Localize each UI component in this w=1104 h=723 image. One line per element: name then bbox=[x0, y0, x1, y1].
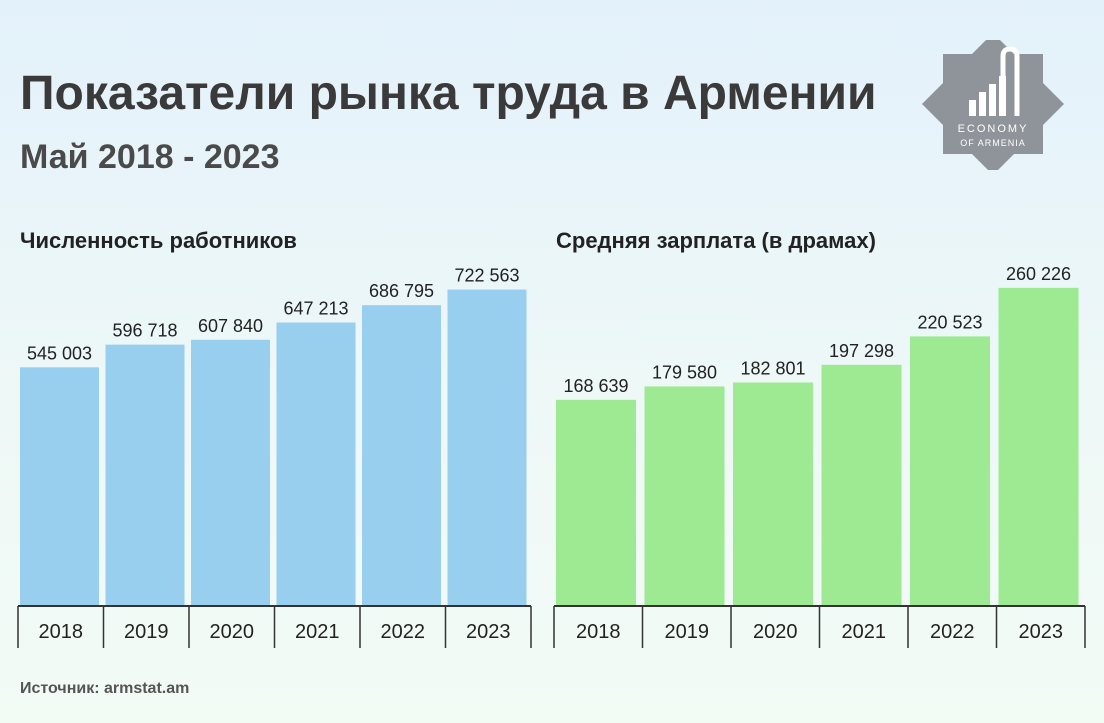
x-tick-label: 2021 bbox=[842, 621, 887, 643]
x-tick-label: 2019 bbox=[124, 621, 169, 643]
data-label: 596 718 bbox=[112, 321, 177, 341]
x-tick-label: 2021 bbox=[295, 621, 340, 643]
page-subtitle: Май 2018 - 2023 bbox=[20, 138, 280, 176]
data-label: 197 298 bbox=[829, 341, 894, 361]
x-tick-label: 2022 bbox=[930, 621, 975, 643]
bar bbox=[276, 322, 356, 606]
x-tick-label: 2018 bbox=[576, 621, 621, 643]
data-label: 182 801 bbox=[740, 359, 805, 379]
bar bbox=[910, 336, 990, 606]
x-tick-label: 2020 bbox=[753, 621, 798, 643]
bar bbox=[644, 386, 725, 606]
bar bbox=[447, 289, 527, 606]
data-label: 647 213 bbox=[283, 299, 348, 319]
bar bbox=[556, 399, 636, 606]
page-title: Показатели рынка труда в Армении bbox=[20, 67, 877, 120]
logo-line2: OF ARMENIA bbox=[960, 138, 1026, 148]
bar bbox=[105, 344, 185, 606]
x-tick-label: 2019 bbox=[665, 621, 710, 643]
x-tick-label: 2023 bbox=[466, 621, 511, 643]
bar bbox=[998, 287, 1079, 606]
workers-bar-chart: 545 003 2018 596 718 2019 607 840 2020 647 213… bbox=[17, 266, 532, 648]
bar bbox=[821, 364, 902, 606]
x-tick-label: 2022 bbox=[381, 621, 426, 643]
workers-chart-title: Численность работников bbox=[20, 228, 297, 253]
data-label: 607 840 bbox=[198, 316, 263, 336]
data-label: 686 795 bbox=[369, 281, 434, 301]
bar bbox=[733, 382, 813, 606]
bar bbox=[20, 367, 99, 606]
source-note: Источник: armstat.am bbox=[20, 680, 190, 697]
bar bbox=[191, 339, 270, 606]
data-label: 168 639 bbox=[563, 376, 628, 396]
logo-line1: ECONOMY bbox=[958, 123, 1029, 135]
x-tick-label: 2020 bbox=[210, 621, 255, 643]
x-tick-label: 2018 bbox=[39, 621, 84, 643]
salary-bar-chart: 168 639 2018 179 580 2019 182 801 2020 197 298… bbox=[553, 264, 1086, 648]
data-label: 220 523 bbox=[917, 312, 982, 332]
data-label: 545 003 bbox=[27, 343, 92, 363]
bar bbox=[362, 305, 441, 606]
data-label: 260 226 bbox=[1006, 264, 1071, 284]
data-label: 179 580 bbox=[652, 362, 717, 382]
x-tick-label: 2023 bbox=[1019, 621, 1064, 643]
economy-of-armenia-logo-icon: ECONOMY OF ARMENIA bbox=[922, 40, 1064, 170]
data-label: 722 563 bbox=[454, 266, 519, 286]
salary-chart-title: Средняя зарплата (в драмах) bbox=[556, 228, 876, 253]
